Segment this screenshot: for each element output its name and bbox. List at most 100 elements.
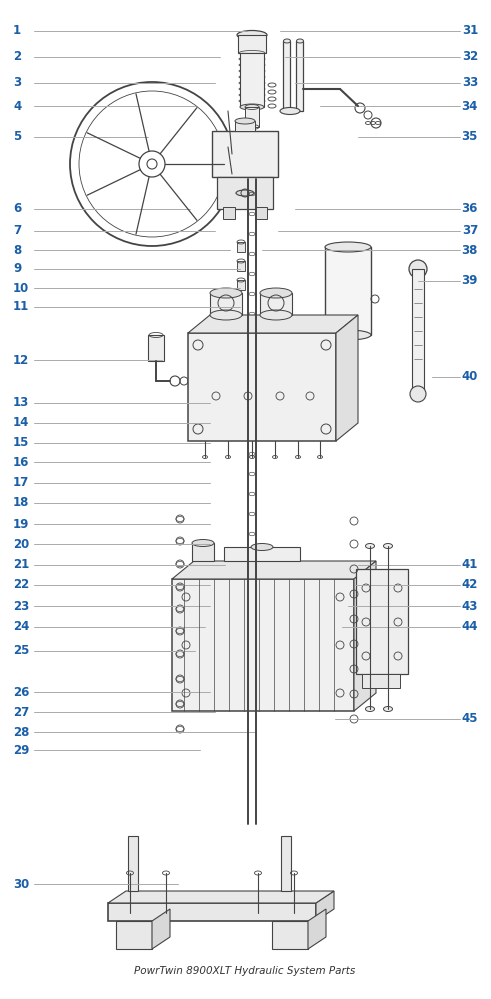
Ellipse shape	[365, 706, 375, 711]
Text: 19: 19	[13, 517, 29, 530]
Text: 4: 4	[13, 100, 21, 113]
Text: 17: 17	[13, 477, 29, 490]
Text: 25: 25	[13, 644, 29, 657]
Ellipse shape	[260, 288, 292, 298]
Ellipse shape	[192, 539, 214, 546]
Ellipse shape	[237, 31, 267, 40]
Bar	[255, 207, 267, 219]
Bar	[412, 269, 424, 394]
Ellipse shape	[210, 288, 242, 298]
Bar	[260, 293, 292, 315]
Bar	[281, 836, 291, 891]
Polygon shape	[152, 909, 170, 949]
Text: 16: 16	[13, 456, 29, 469]
Text: 27: 27	[13, 705, 29, 718]
Text: 6: 6	[13, 203, 21, 216]
Text: 40: 40	[462, 371, 478, 384]
Ellipse shape	[383, 706, 392, 711]
Polygon shape	[354, 561, 376, 711]
Bar	[235, 121, 255, 131]
Ellipse shape	[236, 190, 254, 196]
Bar	[128, 836, 138, 891]
Bar	[210, 293, 242, 315]
Text: 7: 7	[13, 225, 21, 238]
Bar	[116, 921, 152, 949]
Ellipse shape	[235, 118, 255, 124]
Text: 3: 3	[13, 77, 21, 90]
Text: 35: 35	[462, 131, 478, 144]
Bar	[238, 35, 266, 53]
Text: 11: 11	[13, 301, 29, 314]
Text: 22: 22	[13, 578, 29, 591]
Bar	[356, 569, 408, 674]
Bar	[245, 107, 259, 127]
Text: 42: 42	[462, 578, 478, 591]
Text: 23: 23	[13, 599, 29, 612]
Text: 41: 41	[462, 558, 478, 571]
Bar	[192, 543, 214, 561]
Text: 30: 30	[13, 877, 29, 890]
Text: 1: 1	[13, 25, 21, 38]
Bar	[237, 261, 245, 271]
Text: 29: 29	[13, 743, 29, 756]
Text: 5: 5	[13, 131, 21, 144]
Polygon shape	[188, 315, 358, 333]
Bar	[217, 177, 273, 209]
Ellipse shape	[260, 310, 292, 320]
Text: 14: 14	[13, 417, 29, 430]
Bar	[188, 333, 336, 441]
Bar	[362, 674, 400, 688]
Text: 34: 34	[462, 100, 478, 113]
Ellipse shape	[325, 330, 371, 340]
Text: 28: 28	[13, 725, 29, 738]
Text: 2: 2	[13, 51, 21, 64]
Text: 15: 15	[13, 437, 29, 450]
Text: 39: 39	[462, 275, 478, 288]
Bar	[108, 903, 316, 921]
Circle shape	[410, 386, 426, 402]
Bar	[212, 131, 278, 177]
Text: 21: 21	[13, 558, 29, 571]
Text: 32: 32	[462, 51, 478, 64]
Ellipse shape	[325, 242, 371, 252]
Bar	[224, 547, 300, 561]
Bar	[223, 207, 235, 219]
Text: 36: 36	[462, 203, 478, 216]
Text: 43: 43	[462, 599, 478, 612]
Text: 18: 18	[13, 497, 29, 509]
Ellipse shape	[297, 39, 303, 43]
Polygon shape	[316, 891, 334, 921]
Text: 37: 37	[462, 225, 478, 238]
Text: 20: 20	[13, 537, 29, 550]
Text: 12: 12	[13, 354, 29, 367]
Bar	[283, 41, 290, 111]
Text: 24: 24	[13, 620, 29, 633]
Bar	[237, 280, 245, 290]
Bar	[272, 921, 308, 949]
Text: 26: 26	[13, 685, 29, 698]
Text: 45: 45	[462, 712, 478, 725]
Bar	[296, 41, 303, 111]
Polygon shape	[172, 561, 376, 579]
Ellipse shape	[210, 310, 242, 320]
Text: 8: 8	[13, 244, 21, 257]
Bar	[325, 247, 371, 335]
Ellipse shape	[251, 543, 273, 550]
Polygon shape	[108, 891, 334, 903]
Circle shape	[409, 260, 427, 278]
Bar	[240, 53, 264, 107]
Ellipse shape	[280, 108, 300, 115]
Text: 10: 10	[13, 282, 29, 295]
Polygon shape	[308, 909, 326, 949]
Ellipse shape	[283, 39, 291, 43]
Text: 13: 13	[13, 397, 29, 410]
Text: PowrTwin 8900XLT Hydraulic System Parts: PowrTwin 8900XLT Hydraulic System Parts	[135, 966, 355, 976]
Text: 9: 9	[13, 263, 21, 276]
Bar	[148, 335, 164, 361]
Ellipse shape	[383, 543, 392, 548]
Text: 38: 38	[462, 244, 478, 257]
Ellipse shape	[240, 104, 264, 110]
Polygon shape	[336, 315, 358, 441]
Bar	[237, 242, 245, 252]
Bar	[172, 579, 354, 711]
